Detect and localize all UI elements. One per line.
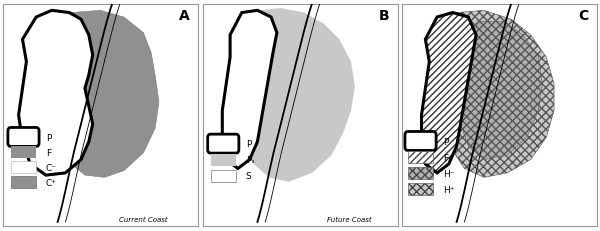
Text: Pₛ: Pₛ <box>246 156 254 164</box>
Polygon shape <box>58 11 159 178</box>
Text: A: A <box>179 9 190 23</box>
Polygon shape <box>461 22 542 160</box>
Text: F: F <box>46 148 51 157</box>
FancyBboxPatch shape <box>405 132 436 151</box>
Text: Future Coast: Future Coast <box>327 216 371 222</box>
Bar <box>11 176 36 189</box>
Bar <box>211 154 236 166</box>
Text: P: P <box>443 137 448 146</box>
Polygon shape <box>223 11 277 169</box>
Text: C: C <box>578 9 589 23</box>
Bar <box>408 183 433 195</box>
Bar <box>11 146 36 158</box>
Polygon shape <box>242 9 355 182</box>
Bar <box>408 151 433 163</box>
Text: P: P <box>46 133 51 142</box>
FancyBboxPatch shape <box>8 128 39 147</box>
Text: Current Coast: Current Coast <box>119 216 168 222</box>
FancyBboxPatch shape <box>208 135 239 153</box>
Text: H⁻: H⁻ <box>443 169 454 178</box>
Bar <box>408 167 433 179</box>
Text: C⁺: C⁺ <box>46 178 57 187</box>
Text: B: B <box>379 9 389 23</box>
Bar <box>11 161 36 174</box>
Text: P: P <box>246 140 251 149</box>
Polygon shape <box>19 11 93 175</box>
Text: Fₛ: Fₛ <box>443 153 451 162</box>
Text: H⁺: H⁺ <box>443 185 454 194</box>
Bar <box>211 170 236 182</box>
Text: S: S <box>246 172 251 180</box>
Polygon shape <box>421 13 476 173</box>
Text: C⁻: C⁻ <box>46 163 57 172</box>
Polygon shape <box>445 11 554 178</box>
